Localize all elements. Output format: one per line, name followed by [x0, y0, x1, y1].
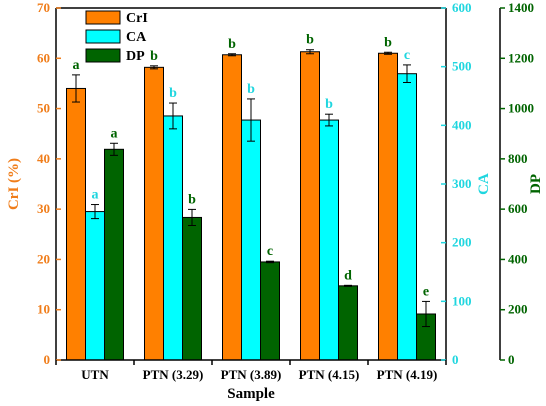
left-axis-title: CrI (%) [6, 158, 22, 210]
bar-dp-2 [260, 261, 280, 361]
legend: CrI CA DP [85, 10, 148, 64]
ca-tick-label-0: 0 [452, 352, 459, 367]
left-tick-label-4: 40 [37, 151, 50, 166]
left-tick-label-3: 30 [37, 201, 50, 216]
x-tick-label-4: PTN (4.19) [377, 367, 438, 382]
dp-tick-label-0: 0 [508, 352, 515, 367]
dp-tick-label-3: 600 [508, 201, 528, 216]
letter-dp-1: b [188, 192, 196, 207]
left-tick-label-2: 20 [37, 251, 50, 266]
legend-swatch-ca [85, 29, 121, 44]
bar-cri-3 [300, 51, 320, 361]
dp-tick-label-2: 400 [508, 251, 528, 266]
ca-tick-label-6: 600 [452, 0, 472, 15]
bar-cri-4 [378, 52, 398, 361]
letter-cri-1: b [150, 49, 158, 64]
bar-ca-0 [85, 211, 105, 361]
dp-tick-label-4: 800 [508, 151, 528, 166]
left-tick-label-5: 50 [37, 101, 50, 116]
legend-swatch-cri [85, 10, 121, 25]
bar-ca-2 [241, 119, 261, 361]
legend-label-dp: DP [126, 49, 145, 64]
letter-dp-4: e [423, 284, 429, 299]
legend-label-cri: CrI [126, 11, 148, 26]
legend-swatch-dp [85, 48, 121, 63]
bar-cri-0 [66, 87, 86, 361]
bar-cri-2 [222, 54, 242, 361]
bar-dp-0 [104, 148, 124, 361]
x-axis-title: Sample [227, 386, 275, 402]
letter-dp-0: a [111, 126, 118, 141]
ca-tick-label-5: 500 [452, 59, 472, 74]
ca-tick-label-4: 400 [452, 117, 472, 132]
bar-ca-3 [319, 119, 339, 361]
ca-axis-title: CA [476, 173, 492, 195]
bar-ca-1 [163, 115, 183, 361]
x-tick-label-2: PTN (3.89) [221, 367, 282, 382]
letter-ca-3: b [325, 97, 333, 112]
letter-dp-2: c [267, 244, 273, 259]
dp-axis-title: DP [528, 174, 544, 194]
left-tick-label-6: 60 [37, 50, 50, 65]
ca-tick-label-1: 100 [452, 293, 472, 308]
letter-cri-4: b [384, 35, 392, 50]
dp-tick-label-1: 200 [508, 302, 528, 317]
bar-cri-1 [144, 66, 164, 361]
bar-dp-3 [338, 285, 358, 361]
legend-label-ca: CA [126, 30, 147, 45]
letter-ca-4: c [404, 48, 410, 63]
left-tick-label-7: 70 [37, 0, 50, 15]
x-tick-label-0: UTN [81, 367, 109, 382]
dp-tick-label-5: 1000 [508, 101, 534, 116]
ca-tick-label-2: 200 [452, 235, 472, 250]
bar-dp-1 [182, 216, 202, 361]
x-tick-label-1: PTN (3.29) [143, 367, 204, 382]
letter-cri-2: b [228, 37, 236, 52]
dp-tick-label-7: 1400 [508, 0, 534, 15]
left-tick-label-1: 10 [37, 302, 50, 317]
letter-cri-3: b [306, 33, 314, 48]
left-tick-label-0: 0 [44, 352, 51, 367]
letter-ca-1: b [169, 86, 177, 101]
axes-layer: 0 10 20 30 40 50 60 70 0 100 200 300 400 500 600 0 200 40… [37, 0, 534, 382]
x-tick-label-3: PTN (4.15) [299, 367, 360, 382]
letter-cri-0: a [73, 58, 80, 73]
dp-tick-label-6: 1200 [508, 50, 534, 65]
ca-tick-label-3: 300 [452, 176, 472, 191]
letter-ca-2: b [247, 82, 255, 97]
bar-ca-4 [397, 73, 417, 361]
letter-ca-0: a [92, 188, 99, 203]
letter-dp-3: d [344, 268, 352, 283]
